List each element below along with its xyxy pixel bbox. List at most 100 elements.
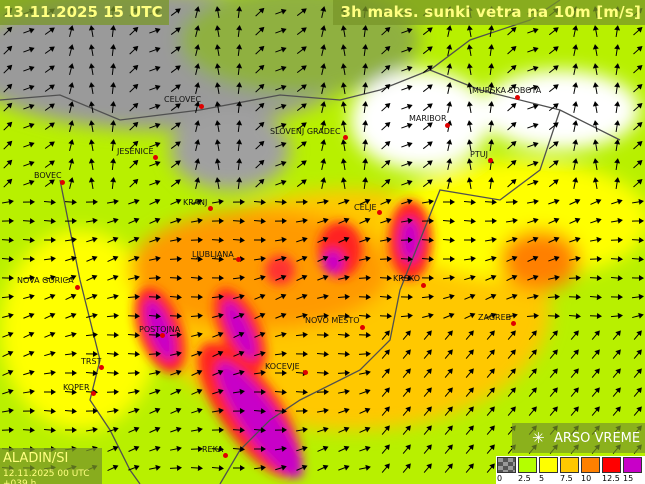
wind-arrow-icon [633,406,642,416]
wind-arrow-icon [149,27,161,34]
wind-arrow-icon [107,217,119,224]
wind-arrow-icon [236,120,243,133]
wind-arrow-icon [591,368,600,378]
wind-arrow-icon [44,65,55,73]
wind-arrow-icon [149,426,161,433]
wind-arrow-icon [422,103,433,112]
wind-arrow-icon [128,464,140,471]
wind-arrow-icon [338,445,350,452]
wind-arrow-icon [506,293,518,300]
city-marker [236,257,241,262]
wind-arrow-icon [444,349,453,359]
wind-arrow-icon [23,293,35,300]
wind-arrow-icon [194,158,201,170]
wind-arrow-icon [526,312,539,319]
wind-arrow-icon [254,274,266,281]
wind-arrow-icon [212,350,224,357]
wind-arrow-icon [466,25,473,37]
wind-arrow-icon [401,217,413,224]
wind-arrow-icon [3,121,13,131]
wind-arrow-icon [359,445,371,452]
legend-swatch [602,457,621,473]
wind-arrow-icon [633,122,643,131]
wind-arrow-icon [169,313,182,320]
wind-arrow-icon [211,426,224,433]
wind-arrow-icon [379,255,392,262]
wind-arrow-icon [340,63,347,75]
wind-arrow-icon [592,25,599,37]
wind-arrow-icon [129,102,139,112]
wind-arrow-icon [2,350,14,357]
wind-arrow-icon [362,82,369,95]
wind-arrow-icon [274,389,287,396]
wind-arrow-icon [148,274,161,281]
city-marker [223,453,228,458]
wind-arrow-icon [614,139,621,152]
wind-arrow-icon [317,217,329,224]
wind-arrow-icon [65,331,77,338]
wind-arrow-icon [170,65,181,73]
wind-arrow-icon [211,256,224,263]
wind-arrow-icon [528,368,537,378]
city-label: CELJE [354,203,377,212]
wind-arrow-icon [422,27,433,36]
wind-arrow-icon [148,313,161,320]
wind-arrow-icon [255,159,265,169]
wind-arrow-icon [528,387,537,397]
wind-arrow-icon [358,294,371,301]
wind-arrow-icon [170,46,181,54]
wind-arrow-icon [358,332,371,339]
wind-arrow-icon [149,217,161,224]
wind-arrow-icon [486,349,495,359]
wind-arrow-icon [488,63,495,76]
wind-arrow-icon [528,330,537,340]
wind-arrow-icon [340,25,347,37]
wind-arrow-icon [275,27,287,34]
wind-arrow-icon [590,236,602,243]
wind-arrow-icon [381,425,390,435]
wind-arrow-icon [194,139,201,151]
wind-arrow-icon [110,158,117,171]
city-marker [303,370,308,375]
wind-arrow-icon [610,312,623,319]
wind-arrow-icon [528,406,537,416]
wind-arrow-icon [212,369,224,376]
wind-arrow-icon [85,407,98,414]
wind-arrow-icon [316,332,329,339]
wind-arrow-icon [548,103,559,112]
wind-arrow-icon [214,44,221,56]
wind-arrow-icon [64,408,77,415]
wind-arrow-icon [236,63,243,76]
wind-arrow-icon [362,25,369,38]
city-marker [360,325,365,330]
wind-arrow-icon [275,84,287,91]
wind-arrow-icon [236,158,243,171]
wind-arrow-icon [507,178,517,188]
wind-arrow-icon [129,178,139,188]
wind-arrow-icon [317,274,329,281]
wind-arrow-icon [422,46,433,55]
city-label: MURSKA SOBOTA [472,86,542,95]
wind-arrow-icon [64,370,77,377]
wind-arrow-icon [548,160,559,169]
wind-arrow-icon [274,370,287,377]
city-marker [75,285,80,290]
city-label: KOCEVJE [265,362,300,371]
wind-arrow-icon [169,275,182,282]
wind-arrow-icon [170,160,181,168]
wind-arrow-icon [592,82,599,94]
wind-arrow-icon [423,406,432,416]
wind-arrow-icon [65,274,77,281]
wind-arrow-icon [633,368,642,378]
wind-arrow-icon [232,198,245,205]
wind-arrow-icon [169,464,182,471]
wind-arrow-icon [68,63,75,75]
wind-arrow-icon [486,406,495,416]
wind-arrow-icon [194,120,201,132]
wind-arrow-icon [548,122,559,131]
wind-arrow-icon [549,406,558,416]
wind-arrow-icon [506,217,518,224]
wind-arrow-icon [422,160,433,169]
wind-arrow-icon [2,198,14,205]
city-label: BOVEC [34,171,62,180]
